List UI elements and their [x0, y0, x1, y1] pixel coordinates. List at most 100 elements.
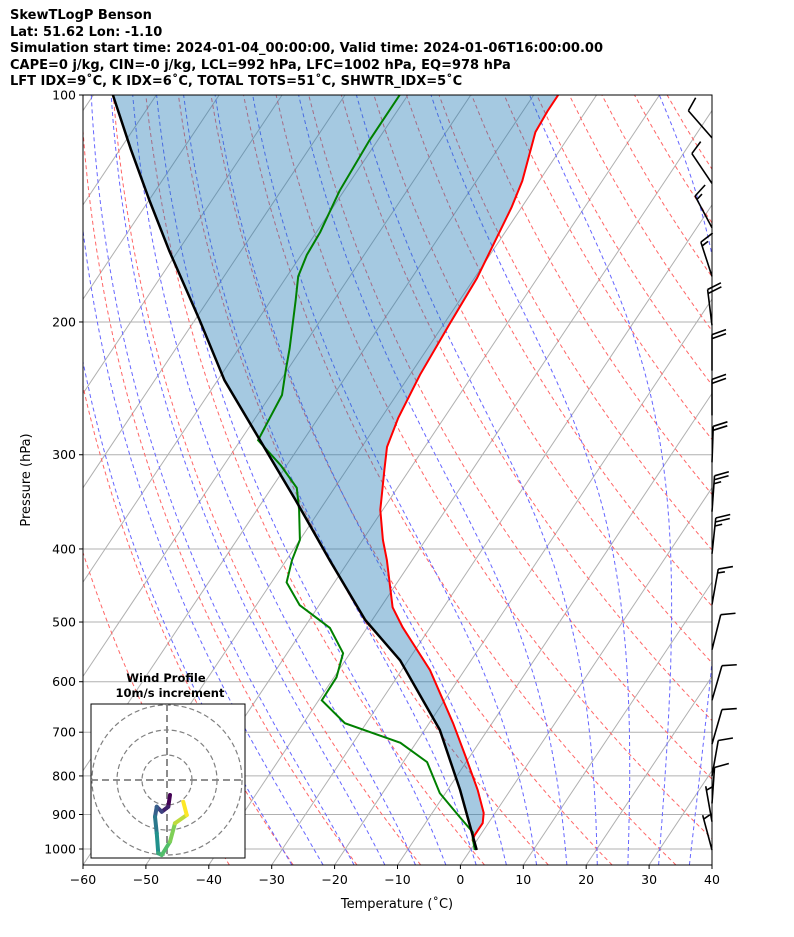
y-tick-label: 300: [52, 447, 76, 462]
barb-full: [721, 707, 737, 711]
isotherm-line: [83, 95, 409, 583]
isotherm-line: [271, 203, 712, 865]
barb-staff: [691, 153, 713, 184]
moist-adiabat-line: [529, 95, 673, 865]
wind-barb: [711, 328, 727, 371]
dry-adiabat-line: [83, 124, 358, 865]
isotherm-line: [522, 581, 712, 865]
barb-full: [714, 471, 730, 477]
chart-header: SkewTLogP Benson Lat: 51.62 Lon: -1.10 S…: [10, 8, 603, 91]
wind-barb: [711, 421, 728, 463]
hodograph-segment: [168, 821, 177, 844]
dry-adiabat-line: [601, 95, 712, 278]
wind-barb: [687, 97, 713, 139]
moist-adiabat-line: [298, 95, 568, 865]
y-tick-label: 800: [52, 768, 76, 783]
barb-half: [701, 240, 709, 247]
isotherm-line: [83, 95, 94, 112]
x-tick-label: 0: [456, 872, 464, 887]
y-tick-label: 200: [52, 314, 76, 329]
barb-half: [696, 193, 703, 201]
barb-full: [707, 282, 722, 291]
isotherm-line: [208, 109, 712, 865]
barb-full: [718, 565, 734, 570]
dry-adiabat-line: [471, 95, 712, 496]
barb-full: [711, 373, 727, 381]
wind-barb: [711, 762, 730, 804]
barb-full: [715, 513, 731, 519]
isotherm-line: [83, 95, 283, 395]
barb-full: [707, 286, 722, 295]
moist-adiabat-line: [83, 359, 293, 865]
moist-adiabat-line: [214, 95, 507, 865]
barb-half: [714, 523, 723, 527]
hodograph-segment: [173, 813, 189, 826]
barb-full: [718, 737, 734, 742]
inset-title: Wind Profile: [126, 671, 206, 685]
barb-staff: [701, 815, 713, 851]
barb-staff: [711, 665, 723, 701]
hodograph-segment: [154, 831, 161, 856]
barb-half: [717, 570, 726, 574]
isotherm-line: [585, 675, 712, 865]
barb-full: [711, 377, 727, 385]
y-axis-label: Pressure (hPa): [19, 433, 34, 526]
wind-barb: [711, 565, 734, 605]
dewpoint-line: [256, 95, 476, 851]
moist-adiabat-line: [252, 95, 538, 865]
barb-full: [691, 141, 702, 155]
wind-barb: [711, 612, 736, 650]
barb-staff: [711, 740, 720, 777]
cape-shading: [112, 95, 559, 850]
wind-barb: [711, 373, 727, 416]
y-tick-label: 700: [52, 725, 76, 740]
inset-frame: [90, 703, 246, 859]
barb-full: [715, 517, 730, 523]
wind-barb: [711, 471, 730, 512]
hodograph-segment: [159, 839, 172, 857]
barb-staff: [711, 517, 717, 554]
barb-full: [713, 421, 728, 428]
wind-barb: [711, 737, 734, 777]
isotherm-line: [711, 864, 712, 865]
y-tick-label: 500: [52, 615, 76, 630]
time-line: Simulation start time: 2024-01-04_00:00:…: [10, 41, 603, 56]
barb-staff: [704, 786, 713, 822]
wind-barb: [694, 184, 713, 229]
y-tick-label: 900: [52, 807, 76, 822]
moist-adiabat-line: [720, 95, 794, 865]
x-tick-label: 20: [578, 872, 594, 887]
isotherm-line: [334, 298, 712, 865]
moist-adiabat-line: [156, 95, 447, 865]
barb-staff: [687, 110, 713, 139]
barb-staff: [706, 289, 713, 326]
barb-full: [714, 475, 729, 481]
moist-adiabat-line: [90, 95, 355, 865]
isotherm-line: [83, 95, 346, 489]
dry-adiabat-line: [405, 95, 712, 607]
moist-adiabat-line: [83, 226, 324, 865]
barb-half: [713, 481, 722, 485]
y-tick-label: 1000: [44, 842, 76, 857]
x-tick-label: −10: [384, 872, 410, 887]
isotherm-line: [648, 769, 712, 865]
dry-adiabat-line: [568, 95, 712, 332]
x-tick-label: −60: [70, 872, 96, 887]
moist-adiabat-line: [430, 95, 631, 865]
moist-adiabat-line: [110, 95, 386, 865]
barb-full: [712, 425, 728, 432]
barb-staff: [711, 709, 723, 745]
hodograph-segment: [181, 799, 189, 817]
background-lines: [83, 95, 794, 865]
isotherm-line: [83, 95, 472, 678]
barb-full: [720, 612, 736, 616]
moist-adiabat-line: [355, 95, 598, 865]
barb-full: [687, 97, 697, 112]
cape-line: CAPE=0 j/kg, CIN=-0 j/kg, LCL=992 hPa, L…: [10, 57, 511, 73]
wind-barb: [711, 663, 737, 701]
barb-staff: [711, 614, 722, 650]
y-tick-label: 100: [52, 88, 76, 103]
dry-adiabat-line: [308, 95, 712, 780]
barb-full: [711, 328, 727, 336]
axis-ticks: −60 −50 −40 −30 −20 −10 0 10 20 30 40 100 200 300 400 5…: [44, 88, 720, 888]
